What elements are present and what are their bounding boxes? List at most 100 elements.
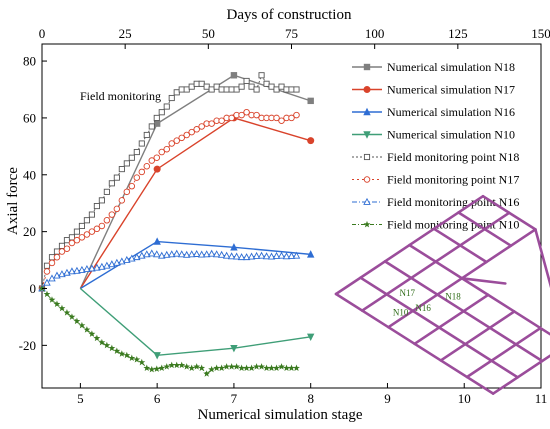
- field-data-point: [183, 86, 190, 93]
- field-data-point: [118, 350, 126, 357]
- field-data-point: [188, 364, 196, 372]
- field-data-point: [153, 154, 161, 161]
- field-data-point: [242, 253, 251, 261]
- x-tick-label: 11: [535, 391, 548, 406]
- field-data-point: [93, 263, 101, 271]
- field-data-point: [173, 137, 180, 144]
- field-data-point: [73, 236, 81, 244]
- field-data-point: [233, 363, 241, 370]
- structure-member: [432, 227, 488, 264]
- x-axis-title: Numerical simulation stage: [198, 407, 363, 423]
- field-data-point: [73, 266, 81, 274]
- field-data-point: [208, 120, 215, 127]
- field-data-point: [193, 80, 200, 87]
- field-data-point: [83, 231, 91, 238]
- field-data-point: [183, 131, 190, 139]
- field-data-point: [172, 249, 181, 257]
- field-data-point: [198, 364, 206, 372]
- field-data-point: [232, 252, 241, 260]
- structure-member: [434, 211, 511, 264]
- field-data-point: [262, 252, 271, 260]
- simulation-data-point: [307, 137, 315, 145]
- field-data-point: [268, 83, 275, 90]
- field-data-point: [168, 140, 175, 147]
- field-data-point: [138, 140, 145, 147]
- field-data-point: [197, 250, 206, 258]
- simulation-lines: [79, 72, 315, 360]
- field-data-point: [292, 251, 301, 259]
- field-data-point: [222, 251, 231, 259]
- legend-swatch-marker: [363, 131, 371, 139]
- structure-member: [334, 243, 411, 296]
- field-data-point: [68, 313, 76, 320]
- field-data-point: [58, 304, 66, 312]
- field-data-point: [48, 259, 56, 267]
- field-data-point: [193, 363, 201, 370]
- field-data-point: [258, 363, 265, 370]
- field-data-point: [247, 252, 256, 260]
- structure-member: [387, 276, 464, 329]
- field-data-point: [63, 309, 71, 316]
- field-data-point: [208, 365, 216, 373]
- field-data-point: [228, 86, 235, 93]
- structure-member: [439, 310, 516, 362]
- field-data-point: [198, 123, 205, 130]
- field-data-point: [53, 300, 61, 308]
- x-tick-label: 9: [384, 391, 391, 406]
- field-data-point: [153, 365, 161, 372]
- simulation-series-line: [79, 117, 311, 289]
- field-data-point: [223, 363, 231, 370]
- field-data-point: [88, 228, 96, 235]
- field-data-point: [118, 166, 125, 173]
- simulation-data-point: [307, 97, 314, 105]
- field-data-point: [178, 86, 185, 93]
- field-data-point: [108, 260, 116, 268]
- field-data-point: [78, 234, 86, 241]
- field-data-point: [108, 180, 115, 187]
- field-data-point: [243, 364, 251, 372]
- field-series-line: [41, 253, 297, 289]
- field-data-point: [213, 364, 221, 372]
- field-data-point: [293, 86, 300, 93]
- field-data-point: [88, 211, 95, 218]
- field-data-point: [288, 86, 295, 93]
- field-data-point: [88, 264, 96, 272]
- field-data-point: [263, 80, 270, 87]
- y-tick-label: -20: [19, 338, 36, 353]
- legend-swatch-marker: [363, 63, 371, 71]
- x-tick-label: 8: [307, 391, 314, 406]
- field-data-point: [43, 262, 51, 269]
- field-data-point: [227, 252, 236, 260]
- legend-label: Numerical simulation N10: [387, 128, 515, 142]
- field-data-point: [238, 83, 245, 90]
- field-data-point: [73, 228, 80, 235]
- field-data-point: [43, 290, 51, 298]
- x-tick-label: 5: [77, 391, 84, 406]
- field-data-point: [177, 250, 186, 258]
- field-data-point: [118, 197, 126, 204]
- field-data-point: [103, 188, 110, 195]
- field-data-point: [68, 234, 75, 241]
- field-data-point: [193, 126, 200, 133]
- field-data-point: [218, 86, 225, 93]
- field-data-point: [123, 351, 131, 359]
- simulation-data-point: [306, 250, 315, 258]
- field-data-point: [213, 83, 220, 90]
- field-data-point: [88, 330, 96, 337]
- field-data-point: [148, 365, 156, 373]
- field-data-point: [248, 364, 255, 372]
- field-data-point: [158, 148, 166, 156]
- simulation-data-point: [230, 72, 238, 79]
- field-data-point: [163, 145, 170, 153]
- legend-label: Numerical simulation N18: [387, 60, 515, 74]
- field-data-point: [283, 86, 290, 93]
- field-data-point: [163, 103, 170, 110]
- structure-member: [408, 194, 485, 247]
- field-data-point: [253, 111, 260, 119]
- field-data-point: [78, 321, 86, 329]
- field-data-point: [278, 83, 285, 90]
- field-data-point: [78, 222, 85, 230]
- field-data-point: [237, 253, 246, 261]
- field-data-point: [228, 363, 236, 370]
